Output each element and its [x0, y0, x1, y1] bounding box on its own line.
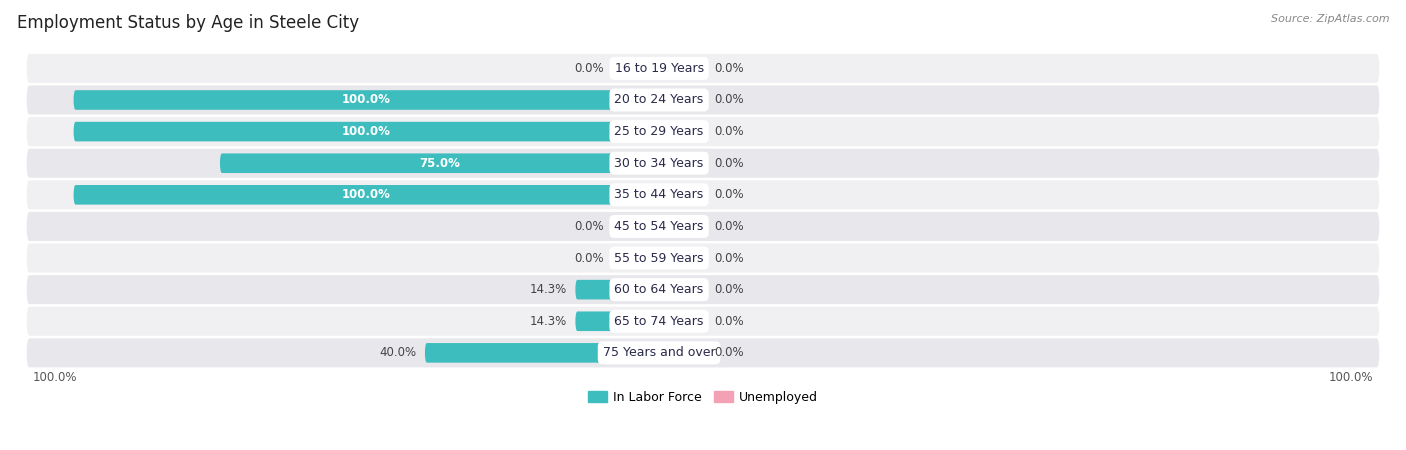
Text: 0.0%: 0.0% [714, 157, 744, 170]
FancyBboxPatch shape [73, 122, 659, 141]
Text: 100.0%: 100.0% [32, 371, 77, 384]
FancyBboxPatch shape [659, 90, 706, 110]
Text: 75.0%: 75.0% [419, 157, 460, 170]
Text: 45 to 54 Years: 45 to 54 Years [614, 220, 704, 233]
FancyBboxPatch shape [27, 148, 1379, 178]
Text: 65 to 74 Years: 65 to 74 Years [614, 315, 704, 328]
Text: 55 to 59 Years: 55 to 59 Years [614, 252, 704, 265]
FancyBboxPatch shape [425, 343, 659, 363]
Text: Employment Status by Age in Steele City: Employment Status by Age in Steele City [17, 14, 359, 32]
Text: 0.0%: 0.0% [714, 346, 744, 360]
FancyBboxPatch shape [27, 307, 1379, 336]
Text: 40.0%: 40.0% [380, 346, 416, 360]
FancyBboxPatch shape [659, 122, 706, 141]
Text: Source: ZipAtlas.com: Source: ZipAtlas.com [1271, 14, 1389, 23]
FancyBboxPatch shape [27, 180, 1379, 209]
FancyBboxPatch shape [73, 90, 659, 110]
Text: 20 to 24 Years: 20 to 24 Years [614, 94, 704, 107]
Text: 0.0%: 0.0% [714, 315, 744, 328]
Text: 0.0%: 0.0% [714, 188, 744, 201]
FancyBboxPatch shape [575, 280, 659, 299]
Text: 0.0%: 0.0% [714, 252, 744, 265]
Text: 75 Years and over: 75 Years and over [603, 346, 716, 360]
Text: 0.0%: 0.0% [714, 125, 744, 138]
FancyBboxPatch shape [27, 338, 1379, 367]
Text: 30 to 34 Years: 30 to 34 Years [614, 157, 704, 170]
Text: 14.3%: 14.3% [529, 315, 567, 328]
Text: 0.0%: 0.0% [714, 283, 744, 296]
FancyBboxPatch shape [612, 58, 659, 78]
FancyBboxPatch shape [659, 280, 706, 299]
FancyBboxPatch shape [27, 212, 1379, 241]
Text: 0.0%: 0.0% [574, 220, 603, 233]
FancyBboxPatch shape [612, 216, 659, 236]
FancyBboxPatch shape [27, 54, 1379, 83]
Text: 0.0%: 0.0% [714, 62, 744, 75]
Text: 100.0%: 100.0% [1329, 371, 1374, 384]
FancyBboxPatch shape [659, 343, 706, 363]
FancyBboxPatch shape [659, 58, 706, 78]
Text: 16 to 19 Years: 16 to 19 Years [614, 62, 703, 75]
Text: 0.0%: 0.0% [714, 220, 744, 233]
FancyBboxPatch shape [659, 248, 706, 268]
Text: 100.0%: 100.0% [342, 188, 391, 201]
Text: 0.0%: 0.0% [574, 62, 603, 75]
Text: 60 to 64 Years: 60 to 64 Years [614, 283, 704, 296]
FancyBboxPatch shape [219, 153, 659, 173]
FancyBboxPatch shape [659, 185, 706, 205]
Text: 0.0%: 0.0% [714, 94, 744, 107]
FancyBboxPatch shape [612, 248, 659, 268]
Text: 25 to 29 Years: 25 to 29 Years [614, 125, 704, 138]
FancyBboxPatch shape [73, 185, 659, 205]
FancyBboxPatch shape [27, 275, 1379, 304]
Legend: In Labor Force, Unemployed: In Labor Force, Unemployed [583, 386, 823, 409]
Text: 100.0%: 100.0% [342, 125, 391, 138]
FancyBboxPatch shape [27, 243, 1379, 273]
FancyBboxPatch shape [659, 216, 706, 236]
FancyBboxPatch shape [27, 117, 1379, 146]
Text: 0.0%: 0.0% [574, 252, 603, 265]
FancyBboxPatch shape [575, 311, 659, 331]
FancyBboxPatch shape [27, 86, 1379, 115]
Text: 35 to 44 Years: 35 to 44 Years [614, 188, 704, 201]
Text: 14.3%: 14.3% [529, 283, 567, 296]
FancyBboxPatch shape [659, 311, 706, 331]
Text: 100.0%: 100.0% [342, 94, 391, 107]
FancyBboxPatch shape [659, 153, 706, 173]
